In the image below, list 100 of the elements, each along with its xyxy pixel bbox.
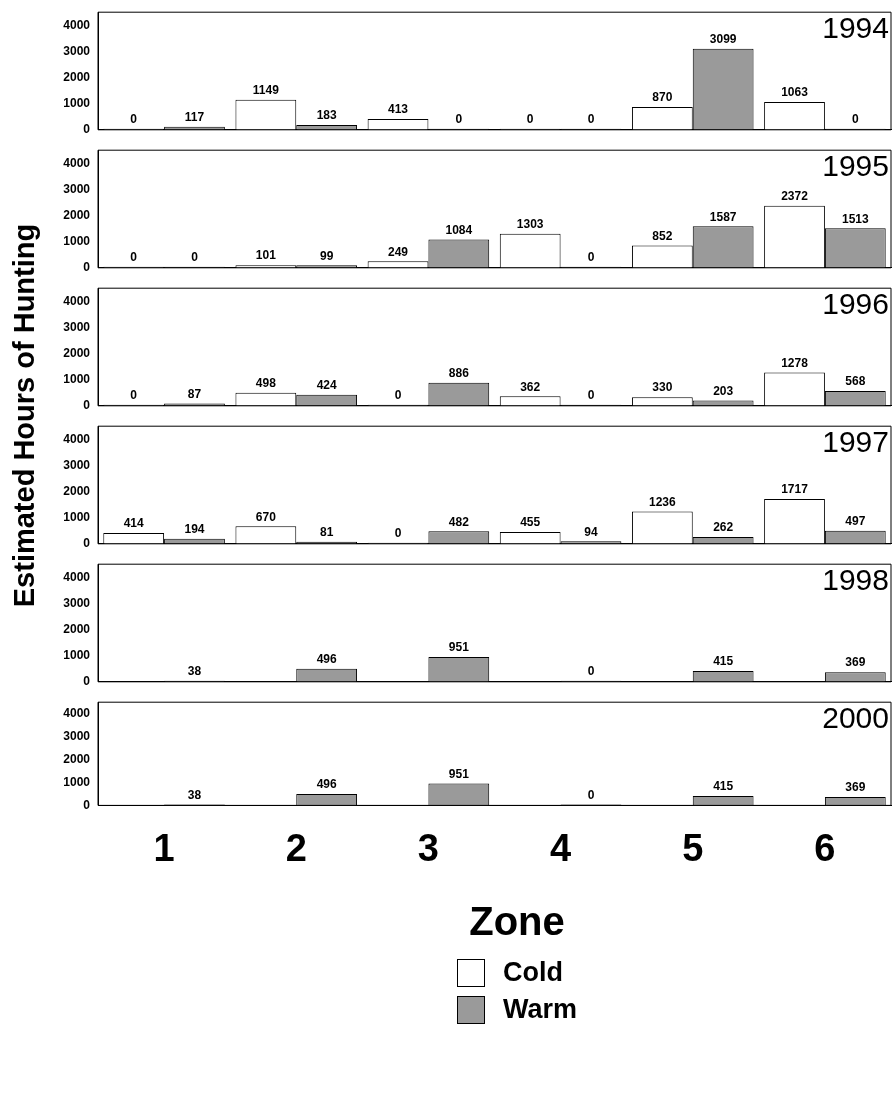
data-label: 886: [448, 365, 470, 380]
data-label: 38: [187, 664, 202, 679]
data-label: 369: [845, 655, 866, 670]
data-label: 0: [587, 787, 595, 802]
chart-title: 2000: [822, 701, 889, 735]
chart-title: 1996: [822, 287, 889, 321]
chart-title: 1998: [822, 563, 889, 597]
data-label: 496: [316, 777, 337, 792]
y-tick-label: 1000: [63, 233, 91, 248]
y-tick-label: 0: [83, 260, 91, 275]
y-tick-label: 2000: [63, 751, 91, 766]
y-tick-label: 2000: [63, 69, 91, 84]
data-label: 262: [713, 520, 734, 535]
y-axis-title: Estimated Hours of Hunting: [8, 223, 42, 607]
y-tick-label: 4000: [63, 569, 91, 584]
data-label: 0: [130, 388, 138, 403]
data-label: 117: [184, 110, 205, 125]
data-label: 496: [316, 652, 337, 667]
data-label: 568: [845, 374, 866, 389]
data-label: 1717: [781, 482, 809, 497]
y-tick-label: 0: [83, 398, 91, 413]
data-label: 1587: [709, 209, 737, 224]
y-tick-label: 1000: [63, 371, 91, 386]
data-label: 203: [713, 383, 734, 398]
data-label: 455: [520, 515, 541, 530]
y-tick-label: 0: [83, 122, 91, 137]
x-tick-label: 3: [417, 826, 439, 869]
data-label: 415: [713, 654, 734, 669]
data-label: 424: [316, 378, 337, 393]
data-label: 413: [388, 102, 409, 117]
y-tick-label: 2000: [63, 621, 91, 636]
data-label: 183: [316, 108, 337, 123]
y-tick-label: 0: [83, 674, 91, 689]
data-label: 852: [652, 228, 673, 243]
data-label: 1513: [841, 211, 869, 226]
data-label: 1063: [781, 85, 809, 100]
data-label: 249: [388, 244, 409, 259]
data-label: 0: [526, 112, 534, 127]
y-tick-label: 3000: [63, 181, 91, 196]
data-label: 0: [130, 112, 138, 127]
data-label: 0: [587, 112, 595, 127]
y-tick-label: 0: [83, 536, 91, 551]
x-tick-label: 6: [814, 826, 836, 869]
data-label: 498: [255, 376, 277, 391]
data-label: 670: [255, 509, 277, 524]
y-tick-label: 1000: [63, 509, 91, 524]
data-label: 362: [520, 379, 541, 394]
x-axis-title: Zone: [468, 899, 566, 944]
data-label: 3099: [709, 32, 737, 47]
data-label: 330: [652, 380, 673, 395]
y-tick-label: 3000: [63, 43, 91, 58]
y-tick-label: 4000: [63, 155, 91, 170]
x-tick-label: 1: [153, 826, 175, 869]
data-label: 94: [584, 524, 598, 539]
data-label: 369: [845, 780, 866, 795]
y-tick-label: 1000: [63, 647, 91, 662]
data-label: 0: [191, 250, 199, 265]
data-label: 0: [587, 388, 595, 403]
y-tick-label: 4000: [63, 17, 91, 32]
y-tick-label: 4000: [63, 705, 91, 720]
data-label: 951: [448, 766, 470, 781]
data-label: 81: [319, 525, 334, 539]
data-label: 1236: [649, 494, 677, 509]
data-label: 0: [587, 664, 595, 679]
chart-title: 1995: [822, 149, 889, 183]
chart-title: 1997: [822, 425, 889, 459]
data-label: 497: [845, 514, 866, 529]
data-label: 194: [184, 522, 205, 537]
y-tick-label: 4000: [63, 293, 91, 308]
data-label: 38: [187, 787, 202, 802]
y-tick-label: 0: [83, 797, 91, 812]
data-label: 415: [713, 779, 734, 794]
x-tick-label: 2: [285, 826, 307, 869]
data-label: 87: [187, 386, 202, 401]
data-label: 1149: [252, 83, 280, 98]
y-tick-label: 3000: [63, 728, 91, 743]
chart-title: 1994: [822, 11, 889, 45]
data-label: 951: [448, 640, 470, 655]
x-tick-label: 4: [550, 826, 572, 869]
y-tick-label: 4000: [63, 431, 91, 446]
y-tick-label: 3000: [63, 457, 91, 472]
data-label: 0: [587, 250, 595, 265]
data-label: 414: [123, 516, 145, 531]
data-label: 2372: [781, 189, 809, 204]
data-label: 1303: [516, 217, 544, 232]
data-label: 1084: [445, 222, 473, 237]
legend-label: Cold: [503, 957, 563, 988]
data-label: 0: [394, 526, 402, 541]
y-tick-label: 1000: [63, 774, 91, 789]
y-tick-label: 1000: [63, 95, 91, 110]
x-tick-label: 5: [682, 826, 704, 869]
legend-label: Warm: [502, 994, 577, 1025]
data-label: 870: [652, 90, 673, 105]
y-tick-label: 2000: [63, 345, 91, 360]
y-tick-label: 3000: [63, 319, 91, 334]
data-label: 482: [448, 514, 470, 529]
y-tick-label: 2000: [63, 207, 91, 222]
data-label: 1278: [781, 355, 809, 370]
data-label: 0: [394, 388, 402, 403]
y-tick-label: 3000: [63, 595, 91, 610]
